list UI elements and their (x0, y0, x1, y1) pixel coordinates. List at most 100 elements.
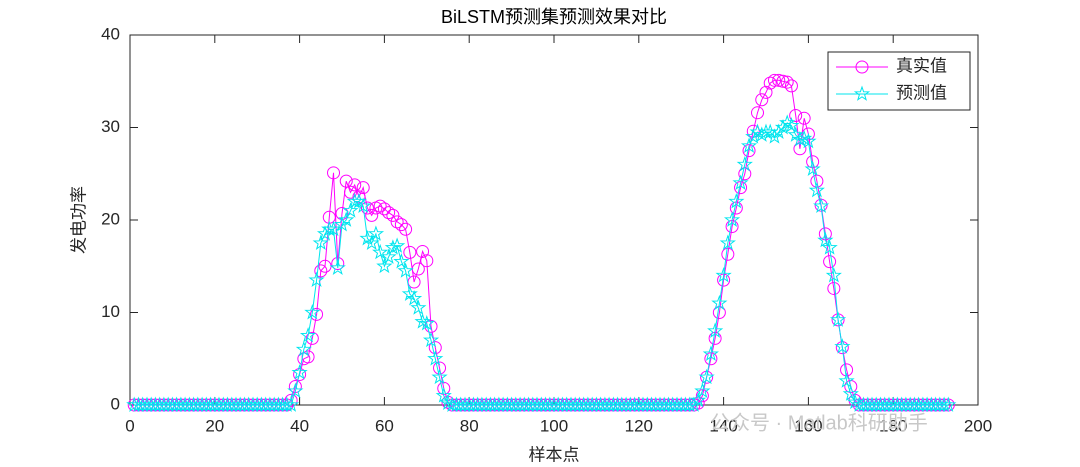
data-point (817, 231, 834, 248)
x-tick-label: 160 (794, 416, 822, 435)
x-tick-label: 40 (290, 416, 309, 435)
data-point (333, 216, 351, 232)
data-point (299, 327, 317, 343)
data-point (346, 192, 363, 209)
data-point (365, 208, 379, 222)
chart-title: BiLSTM预测集预测效果对比 (441, 7, 667, 27)
legend-label: 预测值 (896, 83, 947, 102)
data-point (767, 73, 781, 87)
data-point (698, 368, 715, 385)
data-point (751, 106, 765, 120)
data-point (707, 322, 724, 338)
data-point (304, 303, 321, 320)
watermark: 公众号 · Matlab科研助手 (710, 411, 928, 434)
data-point (431, 368, 448, 385)
data-point (829, 311, 847, 327)
data-point (405, 290, 423, 306)
data-point (399, 222, 413, 236)
data-point (390, 215, 404, 229)
data-point (435, 387, 452, 403)
legend-label: 真实值 (896, 56, 947, 75)
data-point (694, 382, 711, 399)
data-point (355, 197, 372, 214)
y-tick-label: 30 (101, 117, 120, 136)
data-point (386, 208, 400, 222)
data-point (940, 396, 957, 412)
data-point (702, 345, 719, 362)
data-point (433, 361, 447, 375)
data-point (835, 341, 849, 355)
data-point (356, 181, 370, 195)
x-tick-label: 120 (625, 416, 653, 435)
data-point (690, 391, 707, 408)
data-point (372, 243, 389, 260)
data-point (305, 331, 319, 345)
y-tick-label: 40 (101, 24, 120, 43)
data-point (342, 202, 359, 218)
data-point (403, 245, 417, 259)
data-point (808, 181, 825, 198)
data-point (352, 190, 366, 204)
data-point (728, 192, 745, 209)
data-point (278, 396, 295, 412)
data-point (312, 234, 329, 251)
data-point (348, 178, 362, 192)
data-point (723, 211, 741, 227)
data-point (757, 123, 775, 140)
data-point (331, 256, 345, 270)
data-point (327, 166, 341, 180)
data-point (394, 218, 408, 232)
data-point (755, 93, 769, 107)
data-point (393, 253, 410, 269)
data-point (397, 262, 414, 278)
data-point (360, 201, 374, 215)
data-point (284, 393, 298, 407)
data-point (329, 259, 346, 276)
legend-box (827, 51, 971, 111)
data-point (719, 234, 736, 251)
data-point (732, 174, 749, 190)
data-point (821, 239, 838, 255)
y-tick-label: 20 (101, 209, 120, 228)
data-point (427, 350, 444, 366)
data-point (376, 257, 393, 274)
data-point (742, 144, 756, 158)
data-point (428, 341, 442, 355)
data-point (740, 137, 758, 153)
data-point (380, 248, 397, 264)
data-point (422, 331, 440, 348)
data-point (287, 382, 304, 399)
data-point (295, 340, 312, 357)
data-point (363, 234, 380, 251)
legend-marker (855, 60, 869, 74)
data-point (367, 225, 385, 241)
x-tick-label: 0 (125, 416, 134, 435)
data-point (416, 244, 430, 258)
data-point (823, 255, 837, 269)
data-point (770, 123, 787, 140)
data-point (827, 281, 841, 295)
series-line (134, 122, 949, 406)
y-tick-label: 0 (111, 394, 120, 413)
y-axis-label: 发电功率 (69, 186, 88, 254)
data-point (418, 315, 435, 331)
data-point (283, 396, 300, 412)
data-point (373, 199, 387, 213)
data-point (721, 247, 735, 261)
data-point (800, 132, 817, 149)
data-point (685, 396, 703, 412)
data-point (308, 271, 325, 288)
data-point (838, 372, 855, 388)
y-tick-label: 10 (101, 302, 120, 321)
data-point (784, 79, 798, 93)
x-tick-label: 140 (709, 416, 737, 435)
data-point (834, 338, 851, 354)
data-point (389, 237, 406, 253)
data-point (840, 363, 854, 377)
data-point (293, 367, 307, 381)
x-tick-label: 200 (964, 416, 992, 435)
data-point (789, 108, 803, 122)
data-point (813, 197, 830, 214)
data-point (780, 75, 794, 89)
